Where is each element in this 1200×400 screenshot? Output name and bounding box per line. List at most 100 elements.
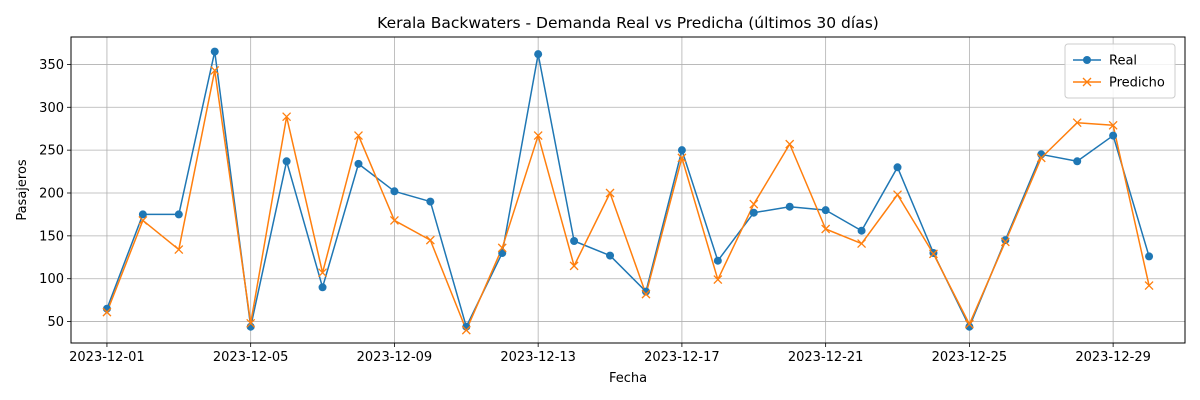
data-point-1	[964, 319, 974, 329]
data-point-1	[605, 188, 615, 198]
x-tick-label: 2023-12-29	[1075, 350, 1151, 365]
data-point-0	[282, 157, 291, 166]
x-tick-label: 2023-12-05	[213, 350, 289, 365]
data-point-1	[893, 190, 902, 200]
chart-title: Kerala Backwaters - Demanda Real vs Pred…	[377, 14, 879, 32]
data-point-1	[928, 249, 938, 259]
data-point-1	[677, 153, 687, 163]
x-marker-stroke	[749, 199, 759, 209]
x-marker-stroke	[461, 325, 471, 335]
data-point-0	[713, 256, 722, 265]
data-point-1	[497, 243, 507, 253]
x-marker-stroke	[964, 319, 974, 329]
x-marker-stroke	[246, 318, 256, 328]
data-point-0	[606, 251, 615, 260]
data-point-1	[102, 307, 112, 317]
data-point-1	[174, 245, 184, 255]
data-point-0	[893, 163, 902, 172]
legend-label: Real	[1109, 54, 1137, 69]
x-marker-stroke	[210, 65, 220, 75]
x-marker-stroke	[821, 224, 831, 234]
y-tick-label: 200	[39, 187, 64, 202]
x-marker-stroke	[857, 239, 867, 249]
x-marker-stroke	[893, 190, 902, 200]
data-point-1	[641, 289, 651, 299]
data-point-1	[1144, 281, 1154, 291]
data-point-0	[1001, 236, 1010, 245]
x-marker-stroke	[713, 275, 723, 285]
data-point-1	[1108, 120, 1118, 130]
x-marker-stroke	[282, 112, 292, 122]
data-point-1	[389, 215, 399, 225]
x-tick-label: 2023-12-01	[69, 350, 145, 365]
grid-lines	[71, 37, 1185, 343]
data-point-0	[965, 322, 974, 331]
legend-marker	[1083, 56, 1091, 64]
data-point-1	[282, 112, 292, 122]
x-marker-stroke	[389, 215, 399, 225]
data-point-1	[569, 261, 579, 271]
data-point-1	[210, 65, 220, 75]
legend-entry-1: Predicho	[1073, 76, 1165, 91]
x-marker-stroke	[425, 235, 435, 245]
data-point-0	[821, 206, 830, 215]
series-line-0	[106, 50, 1150, 328]
plot-frame	[70, 36, 1186, 344]
x-marker-stroke	[138, 215, 148, 225]
data-point-0	[174, 210, 183, 219]
data-point-0	[534, 50, 543, 59]
data-point-1	[1036, 153, 1046, 163]
x-marker-stroke	[1144, 281, 1154, 291]
y-tick-label: 300	[39, 101, 64, 116]
x-tick-label: 2023-12-09	[357, 350, 433, 365]
x-marker-stroke	[1108, 120, 1118, 130]
x-marker-stroke	[677, 153, 687, 163]
x-tick-label: 2023-12-25	[932, 350, 1008, 365]
x-tick-label: 2023-12-13	[500, 350, 576, 365]
data-point-0	[749, 208, 758, 217]
data-point-1	[533, 131, 543, 141]
y-tick-label: 150	[39, 229, 64, 244]
x-marker-stroke	[641, 289, 651, 299]
x-tick-label: 2023-12-21	[788, 350, 864, 365]
legend-marker	[1082, 77, 1092, 87]
data-point-0	[857, 226, 866, 235]
data-point-1	[138, 215, 148, 225]
data-point-1	[785, 139, 795, 149]
x-axis-ticks: 2023-12-01 2023-12-05 2023-12-09 2023-12-13…	[69, 343, 1151, 365]
data-point-0	[390, 187, 399, 196]
data-point-0	[426, 197, 435, 206]
x-marker-stroke	[1000, 237, 1010, 247]
data-point-0	[570, 237, 579, 245]
data-point-1	[425, 235, 435, 245]
y-tick-label: 100	[39, 272, 64, 287]
x-marker-stroke	[318, 268, 328, 278]
x-tick-label: 2023-12-17	[644, 350, 720, 365]
y-tick-label: 50	[47, 315, 64, 330]
x-marker-stroke	[102, 307, 112, 317]
data-point-1	[821, 224, 831, 234]
data-point-1	[857, 239, 867, 249]
data-point-0	[210, 47, 219, 56]
x-axis-title: Fecha	[609, 371, 647, 386]
data-point-0	[318, 283, 327, 292]
data-point-1	[461, 325, 471, 335]
x-marker-stroke	[1072, 118, 1082, 128]
data-point-1	[749, 199, 759, 209]
y-axis-ticks: 50 100 150 200 250 300 350	[39, 58, 71, 330]
legend-entry-0: Real	[1073, 54, 1137, 69]
x-marker-stroke	[533, 131, 543, 141]
x-marker-stroke	[928, 249, 938, 259]
series-lines	[106, 50, 1150, 331]
data-point-0	[1109, 131, 1118, 140]
data-point-0	[677, 146, 686, 155]
x-marker-stroke	[1036, 153, 1046, 163]
data-point-1	[1000, 237, 1010, 247]
data-point-1	[354, 131, 363, 141]
legend: Real Predicho	[1064, 43, 1176, 99]
legend-label: Predicho	[1109, 76, 1165, 91]
data-point-0	[641, 287, 650, 296]
data-point-1	[713, 275, 723, 285]
x-marker-stroke	[569, 261, 579, 271]
